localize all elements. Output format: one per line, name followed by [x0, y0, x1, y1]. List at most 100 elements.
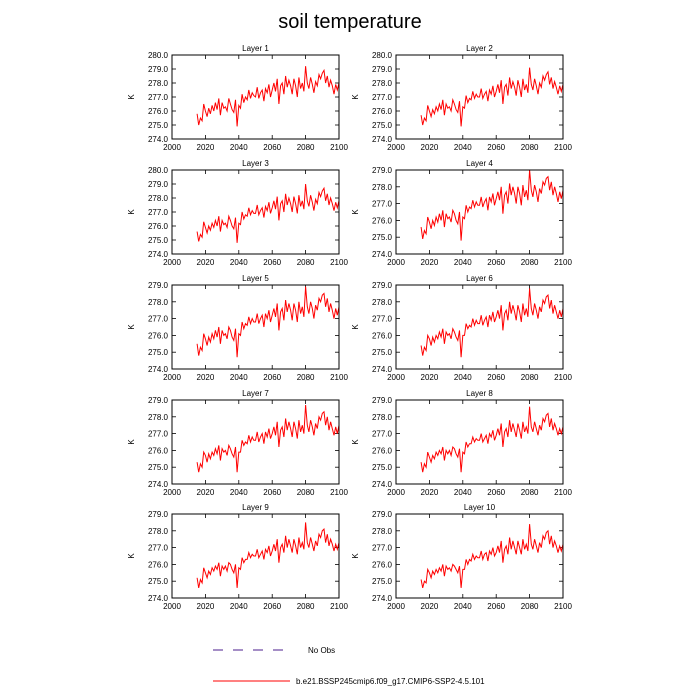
- y-tick-label: 276.0: [148, 331, 169, 340]
- panel-title: Layer 2: [466, 44, 493, 53]
- y-tick-label: 279.0: [372, 510, 393, 519]
- x-tick-label: 2080: [297, 488, 315, 497]
- y-tick-label: 277.0: [148, 544, 169, 553]
- x-tick-label: 2020: [421, 258, 439, 267]
- x-tick-label: 2080: [297, 373, 315, 382]
- x-tick-label: 2100: [330, 143, 348, 152]
- x-tick-label: 2080: [521, 488, 539, 497]
- y-tick-label: 277.0: [372, 93, 393, 102]
- y-tick-label: 276.0: [372, 331, 393, 340]
- x-tick-label: 2100: [554, 143, 572, 152]
- x-tick-label: 2000: [163, 373, 181, 382]
- x-tick-label: 2000: [387, 143, 405, 152]
- y-tick-label: 274.0: [148, 594, 169, 603]
- y-axis-label: K: [127, 209, 136, 215]
- y-tick-label: 277.0: [148, 315, 169, 324]
- series-line: [196, 66, 340, 127]
- y-tick-label: 275.0: [372, 121, 393, 130]
- plot-frame: [395, 284, 564, 370]
- y-tick-label: 274.0: [148, 365, 169, 374]
- x-tick-label: 2040: [454, 258, 472, 267]
- y-tick-label: 276.0: [148, 222, 169, 231]
- x-tick-label: 2060: [487, 143, 505, 152]
- y-tick-label: 278.0: [148, 527, 169, 536]
- y-tick-label: 280.0: [148, 51, 169, 60]
- x-tick-label: 2080: [521, 373, 539, 382]
- y-tick-label: 280.0: [148, 166, 169, 175]
- y-tick-label: 275.0: [148, 121, 169, 130]
- x-tick-label: 2100: [554, 373, 572, 382]
- panel-title: Layer 10: [464, 503, 496, 512]
- x-tick-label: 2080: [297, 143, 315, 152]
- plot-frame: [171, 284, 340, 370]
- x-tick-label: 2060: [263, 488, 281, 497]
- x-tick-label: 2100: [554, 488, 572, 497]
- x-tick-label: 2040: [454, 143, 472, 152]
- panel-title: Layer 6: [466, 274, 493, 283]
- y-tick-label: 278.0: [372, 527, 393, 536]
- y-axis-label: K: [351, 94, 360, 100]
- y-tick-label: 274.0: [372, 250, 393, 259]
- y-tick-label: 279.0: [372, 166, 393, 175]
- x-tick-label: 2000: [387, 602, 405, 611]
- x-tick-label: 2040: [230, 143, 248, 152]
- series-line: [420, 406, 564, 473]
- x-tick-label: 2000: [163, 602, 181, 611]
- x-tick-label: 2000: [163, 258, 181, 267]
- panel-title: Layer 9: [242, 503, 269, 512]
- y-tick-label: 276.0: [372, 446, 393, 455]
- y-tick-label: 279.0: [148, 510, 169, 519]
- y-tick-label: 277.0: [372, 544, 393, 553]
- panel-title: Layer 5: [242, 274, 269, 283]
- y-axis-label: K: [127, 553, 136, 559]
- y-tick-label: 276.0: [372, 560, 393, 569]
- y-tick-label: 277.0: [372, 430, 393, 439]
- chart-panel: Layer 10 K 274.0 275.0 276.0 277.0 278.0 279.0 2…: [351, 503, 572, 611]
- series-line: [420, 169, 564, 241]
- x-tick-label: 2040: [454, 602, 472, 611]
- x-tick-label: 2100: [554, 602, 572, 611]
- plot-frame: [395, 513, 564, 599]
- chart-panel: Layer 8 K 274.0 275.0 276.0 277.0 278.0 279.0 20…: [351, 389, 572, 497]
- panel-title: Layer 3: [242, 159, 269, 168]
- y-tick-label: 279.0: [372, 65, 393, 74]
- x-tick-label: 2020: [197, 373, 215, 382]
- y-tick-label: 278.0: [148, 413, 169, 422]
- x-tick-label: 2040: [454, 488, 472, 497]
- y-axis-label: K: [127, 324, 136, 330]
- plot-frame: [395, 399, 564, 485]
- x-tick-label: 2060: [487, 488, 505, 497]
- y-tick-label: 274.0: [372, 135, 393, 144]
- panel-title: Layer 7: [242, 389, 269, 398]
- legend: No Obs b.e21.BSSP245cmip6.f09_g17.CMIP6-…: [213, 646, 485, 686]
- y-tick-label: 278.0: [148, 298, 169, 307]
- chart-panel: Layer 7 K 274.0 275.0 276.0 277.0 278.0 279.0 20…: [127, 389, 348, 497]
- panels-grid: Layer 1 K 274.0 275.0 276.0 277.0 278.0 279.0 28…: [127, 44, 572, 611]
- x-tick-label: 2020: [197, 258, 215, 267]
- y-tick-label: 275.0: [372, 577, 393, 586]
- series-line: [420, 524, 564, 589]
- x-tick-label: 2060: [263, 373, 281, 382]
- y-tick-label: 279.0: [148, 180, 169, 189]
- y-tick-label: 278.0: [372, 183, 393, 192]
- x-tick-label: 2060: [263, 602, 281, 611]
- legend-obs-label: No Obs: [308, 646, 335, 655]
- x-tick-label: 2100: [330, 602, 348, 611]
- plot-frame: [171, 399, 340, 485]
- x-tick-label: 2000: [387, 258, 405, 267]
- x-tick-label: 2020: [421, 488, 439, 497]
- x-tick-label: 2060: [487, 602, 505, 611]
- y-tick-label: 275.0: [372, 463, 393, 472]
- y-tick-label: 274.0: [372, 480, 393, 489]
- y-tick-label: 274.0: [372, 594, 393, 603]
- series-line: [196, 404, 340, 473]
- chart-panel: Layer 4 K 274.0 275.0 276.0 277.0 278.0 279.0 20…: [351, 159, 572, 267]
- y-tick-label: 275.0: [148, 348, 169, 357]
- y-tick-label: 279.0: [372, 281, 393, 290]
- series-line: [196, 286, 340, 358]
- x-tick-label: 2060: [263, 258, 281, 267]
- x-tick-label: 2080: [521, 602, 539, 611]
- chart-panel: Layer 3 K 274.0 275.0 276.0 277.0 278.0 279.0 28…: [127, 159, 348, 267]
- chart-panel: Layer 9 K 274.0 275.0 276.0 277.0 278.0 279.0 20…: [127, 503, 348, 611]
- x-tick-label: 2020: [197, 602, 215, 611]
